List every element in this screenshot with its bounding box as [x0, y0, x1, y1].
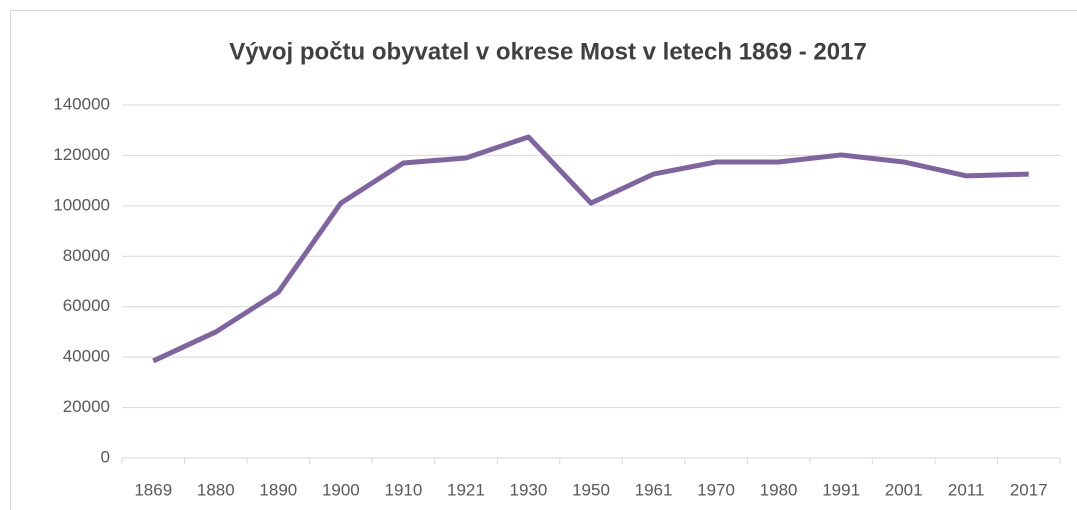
x-tick-label: 1950 — [572, 480, 610, 499]
line-series — [152, 134, 1029, 364]
x-tick-label: 1890 — [259, 480, 297, 499]
x-tick-label: 1961 — [635, 480, 673, 499]
y-tick-label: 140000 — [53, 94, 110, 113]
y-tick-label: 60000 — [63, 296, 110, 315]
chart-title: Vývoj počtu obyvatel v okrese Most v let… — [229, 38, 867, 65]
x-tick-label: 2011 — [948, 480, 985, 499]
x-tick-label: 1980 — [760, 480, 798, 499]
y-tick-label: 40000 — [63, 347, 110, 366]
y-tick-label: 0 — [101, 447, 110, 466]
x-tick-label: 1930 — [510, 480, 548, 499]
x-tick-label: 2001 — [885, 480, 923, 499]
x-tick-label: 1910 — [384, 480, 422, 499]
x-tick-label: 1991 — [822, 480, 860, 499]
x-tick-label: 1970 — [697, 480, 735, 499]
y-tick-label: 80000 — [63, 246, 110, 265]
y-tick-label: 120000 — [53, 145, 110, 164]
x-tick-label: 1921 — [447, 480, 485, 499]
x-tick-label: 1880 — [197, 480, 235, 499]
x-tick-label: 2017 — [1010, 480, 1048, 499]
x-tick-label: 1900 — [322, 480, 360, 499]
y-tick-label: 100000 — [53, 195, 110, 214]
chart-frame — [10, 10, 1077, 510]
y-tick-label: 20000 — [63, 397, 110, 416]
x-tick-label: 1869 — [134, 480, 172, 499]
